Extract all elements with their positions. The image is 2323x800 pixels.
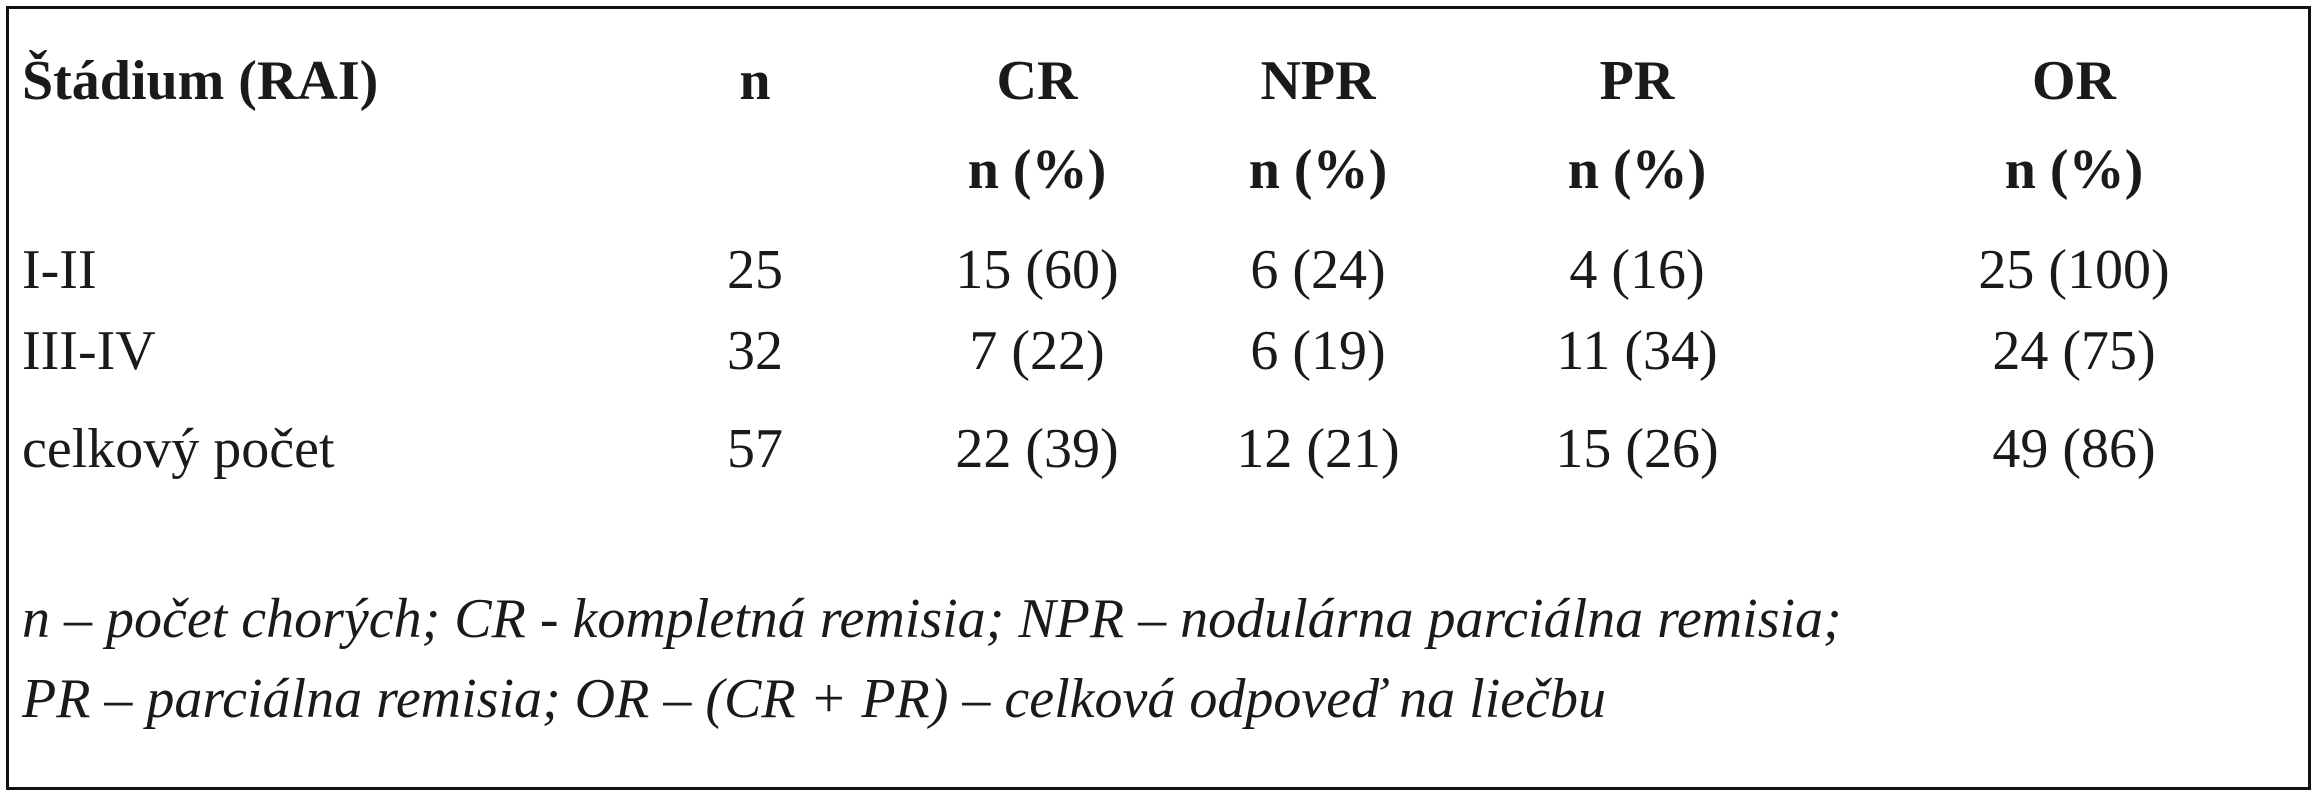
table-cell: 6 (19) xyxy=(1250,320,1386,382)
header-subcell: n (%) xyxy=(1248,139,1388,201)
table-frame xyxy=(6,6,2311,790)
table-cell: I-II xyxy=(22,239,97,301)
table-cell: 15 (26) xyxy=(1555,418,1719,480)
table-cell: 11 (34) xyxy=(1556,320,1718,382)
table-cell: 12 (21) xyxy=(1236,418,1400,480)
table-cell: III-IV xyxy=(22,320,156,382)
table-cell: 22 (39) xyxy=(955,418,1119,480)
table-cell: 25 xyxy=(727,239,783,301)
table-cell: 32 xyxy=(727,320,783,382)
header-cell: OR xyxy=(2032,50,2116,112)
table-cell: celkový počet xyxy=(22,418,335,480)
header-cell: NPR xyxy=(1260,50,1376,112)
table-cell: 25 (100) xyxy=(1978,239,2170,301)
table-cell: 49 (86) xyxy=(1992,418,2156,480)
table-cell: 7 (22) xyxy=(969,320,1105,382)
table-cell: 6 (24) xyxy=(1250,239,1386,301)
header-cell: Štádium (RAI) xyxy=(22,50,379,112)
footnote-line: n – počet chorých; CR - kompletná remisi… xyxy=(22,588,1842,650)
header-subcell: n (%) xyxy=(2004,139,2144,201)
table-cell: 57 xyxy=(727,418,783,480)
table-cell: 15 (60) xyxy=(955,239,1119,301)
header-cell: PR xyxy=(1599,50,1675,112)
header-subcell: n (%) xyxy=(1567,139,1707,201)
table-cell: 4 (16) xyxy=(1569,239,1705,301)
header-cell: n xyxy=(739,50,771,112)
header-subcell: n (%) xyxy=(967,139,1107,201)
footnote-line: PR – parciálna remisia; OR – (CR + PR) –… xyxy=(22,668,1606,730)
header-cell: CR xyxy=(996,50,1078,112)
table-cell: 24 (75) xyxy=(1992,320,2156,382)
